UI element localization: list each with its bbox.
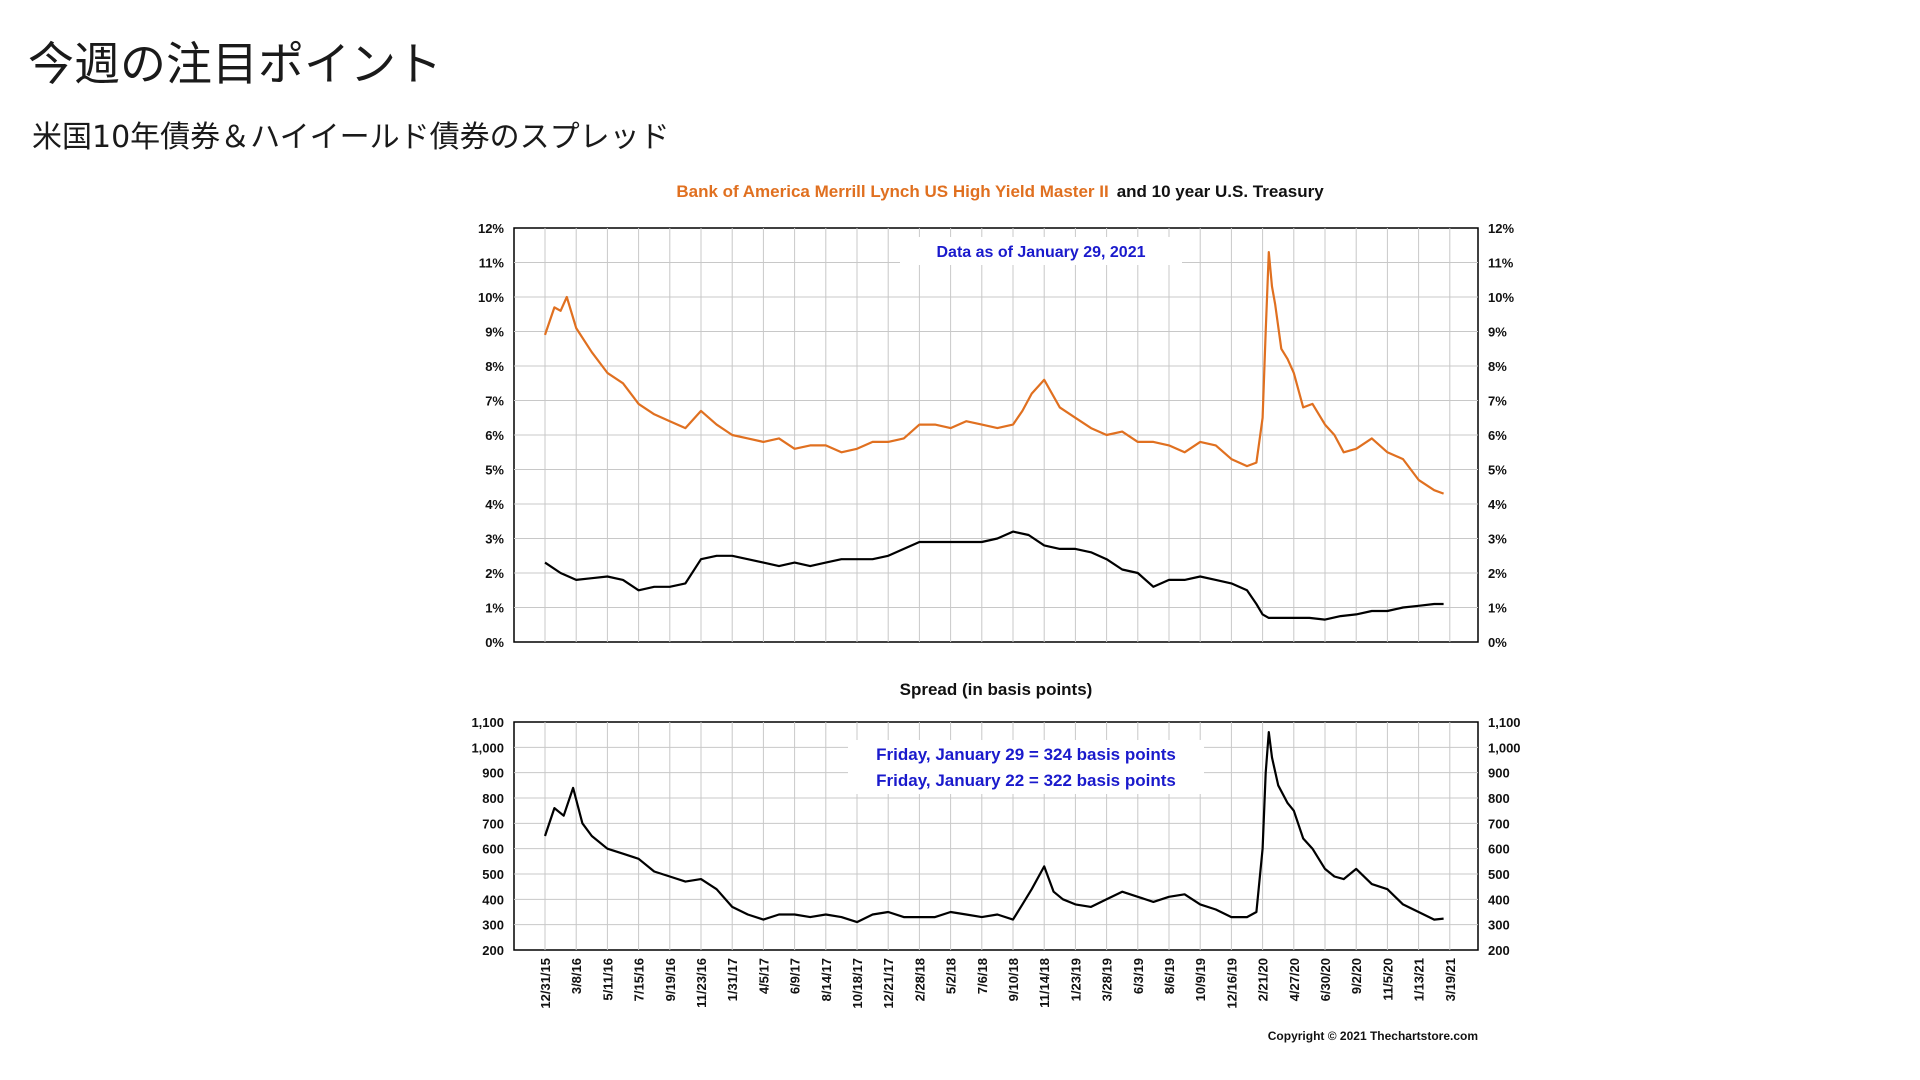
y-tick-label-left: 300 (482, 918, 504, 933)
y-tick-label-left: 500 (482, 867, 504, 882)
x-tick-label: 1/31/17 (725, 958, 740, 1001)
x-tick-label: 8/14/17 (819, 958, 834, 1001)
y-tick-label-right: 3% (1488, 532, 1507, 547)
x-tick-label: 11/23/16 (694, 958, 709, 1008)
y-tick-label-right: 8% (1488, 359, 1507, 374)
y-tick-label-left: 3% (485, 532, 504, 547)
series-line-1 (543, 731, 1444, 924)
x-tick-label: 3/19/21 (1443, 958, 1458, 1001)
x-tick-label: 3/28/19 (1100, 958, 1115, 1001)
chart-title-part-1: Bank of America Merrill Lynch US High Yi… (676, 182, 1108, 201)
series-line-1 (543, 251, 1444, 495)
y-tick-label-left: 1% (485, 601, 504, 616)
x-tick-label: 2/28/18 (912, 958, 927, 1001)
page-title: 今週の注目ポイント (28, 37, 442, 91)
y-tick-label-left: 10% (478, 290, 504, 305)
copyright-text: Copyright © 2021 Thechartstore.com (1268, 1029, 1478, 1043)
spread-annotation-1: Friday, January 29 = 324 basis points (876, 745, 1176, 764)
y-tick-label-left: 2% (485, 566, 504, 581)
y-tick-label-right: 2% (1488, 566, 1507, 581)
y-tick-label-right: 400 (1488, 892, 1510, 907)
y-tick-label-right: 800 (1488, 791, 1510, 806)
y-tick-label-right: 1,100 (1488, 715, 1521, 730)
x-tick-label: 12/16/19 (1224, 958, 1239, 1009)
x-tick-label: 1/23/19 (1068, 958, 1083, 1001)
y-tick-label-left: 800 (482, 791, 504, 806)
x-tick-label: 5/2/18 (944, 958, 959, 994)
spread-chart: Spread (in basis points) 200 200 300 300 400 4… (471, 680, 1520, 958)
y-tick-label-left: 9% (485, 325, 504, 340)
y-tick-label-left: 4% (485, 497, 504, 512)
annotation-background (900, 237, 1182, 265)
y-tick-label-right: 11% (1488, 256, 1514, 271)
x-tick-label: 11/5/20 (1380, 958, 1395, 1001)
x-tick-label: 3/8/16 (569, 958, 584, 994)
y-tick-label-left: 600 (482, 842, 504, 857)
y-tick-label-left: 5% (485, 463, 504, 478)
annotation-background (848, 740, 1204, 794)
y-tick-label-left: 7% (485, 394, 504, 409)
y-tick-label-right: 300 (1488, 918, 1510, 933)
spread-chart-title: Spread (in basis points) (900, 680, 1093, 699)
y-tick-label-right: 500 (1488, 867, 1510, 882)
x-tick-label: 7/6/18 (975, 958, 990, 994)
yield-chart: Bank of America Merrill Lynch US High Yi… (478, 182, 1514, 650)
y-tick-label-left: 0% (485, 635, 504, 650)
x-tick-label: 5/11/16 (600, 958, 615, 1001)
spread-annotation-2: Friday, January 22 = 322 basis points (876, 771, 1176, 790)
x-tick-label: 7/15/16 (632, 958, 647, 1001)
y-tick-label-left: 1,100 (471, 715, 504, 730)
x-tick-label: 10/18/17 (850, 958, 865, 1009)
x-tick-label: 11/14/18 (1037, 958, 1052, 1008)
y-tick-label-left: 12% (478, 221, 504, 236)
x-tick-label: 4/5/17 (756, 958, 771, 994)
y-tick-label-left: 700 (482, 816, 504, 831)
chart-title: Bank of America Merrill Lynch US High Yi… (676, 182, 1324, 201)
y-tick-label-right: 700 (1488, 816, 1510, 831)
x-tick-label: 8/6/19 (1162, 958, 1177, 994)
x-tick-label: 4/27/20 (1287, 958, 1302, 1001)
y-tick-label-right: 600 (1488, 842, 1510, 857)
x-tick-label: 6/9/17 (788, 958, 803, 994)
y-tick-label-left: 400 (482, 892, 504, 907)
y-tick-label-right: 0% (1488, 635, 1507, 650)
series-line-2 (544, 530, 1444, 621)
x-tick-label: 12/21/17 (881, 958, 896, 1009)
y-tick-label-left: 8% (485, 359, 504, 374)
y-tick-label-left: 900 (482, 766, 504, 781)
x-tick-label: 10/9/19 (1193, 958, 1208, 1001)
page-subtitle: 米国10年債券＆ハイイールド債券のスプレッド (32, 120, 670, 155)
y-tick-label-right: 12% (1488, 221, 1514, 236)
y-tick-label-right: 10% (1488, 290, 1514, 305)
x-tick-label: 6/3/19 (1131, 958, 1146, 994)
x-tick-label: 2/21/20 (1256, 958, 1271, 1001)
x-tick-label: 9/10/18 (1006, 958, 1021, 1001)
y-tick-label-right: 9% (1488, 325, 1507, 340)
y-tick-label-right: 7% (1488, 394, 1507, 409)
data-date-annotation: Data as of January 29, 2021 (936, 244, 1145, 261)
x-tick-label: 6/30/20 (1318, 958, 1333, 1001)
y-tick-label-right: 200 (1488, 943, 1510, 958)
y-tick-label-right: 6% (1488, 428, 1507, 443)
y-tick-label-right: 5% (1488, 463, 1507, 478)
y-tick-label-left: 6% (485, 428, 504, 443)
y-tick-label-left: 200 (482, 943, 504, 958)
y-tick-label-right: 1,000 (1488, 740, 1521, 755)
y-tick-label-right: 1% (1488, 601, 1507, 616)
x-tick-label: 12/31/15 (538, 958, 553, 1009)
x-tick-label: 9/2/20 (1349, 958, 1364, 994)
y-tick-label-left: 1,000 (471, 740, 504, 755)
x-axis-date-labels: 12/31/15 3/8/16 5/11/16 7/15/16 9/19/16 11/23… (538, 958, 1458, 1009)
chart-title-part-2: and 10 year U.S. Treasury (1117, 182, 1324, 201)
y-tick-label-left: 11% (479, 256, 505, 271)
x-tick-label: 9/19/16 (663, 958, 678, 1001)
y-tick-label-right: 4% (1488, 497, 1507, 512)
y-tick-label-right: 900 (1488, 766, 1510, 781)
x-tick-label: 1/13/21 (1412, 958, 1427, 1001)
